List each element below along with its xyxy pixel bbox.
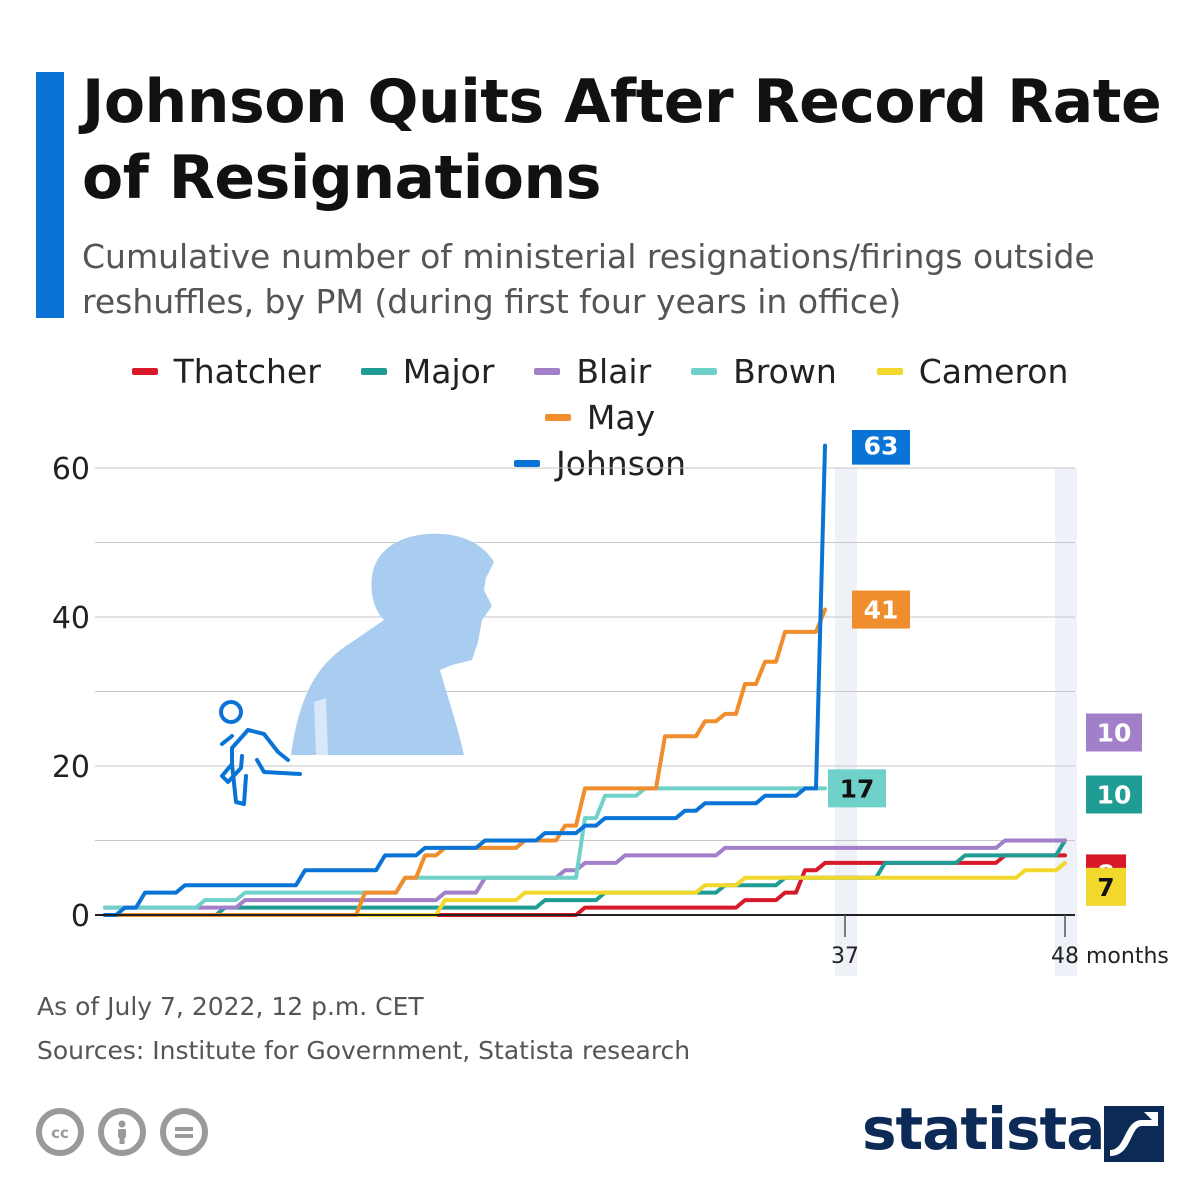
svg-text:7: 7: [1097, 873, 1114, 902]
end-label-major: 10: [1086, 775, 1142, 814]
y-tick-label-40: 40: [52, 601, 90, 636]
sources-note: Sources: Institute for Government, Stati…: [37, 1036, 691, 1065]
legend-item-johnson[interactable]: Johnson: [494, 440, 706, 486]
end-label-may: 41: [852, 590, 910, 629]
x-tick-label-48: 48 months: [1051, 944, 1169, 969]
end-label-blair: 10: [1086, 713, 1142, 752]
y-tick-label-20: 20: [52, 750, 90, 785]
svg-text:63: 63: [864, 432, 899, 461]
legend-item-cameron[interactable]: Cameron: [857, 348, 1089, 394]
series-line-may: [103, 607, 827, 917]
legend-swatch: [691, 367, 718, 375]
chart-subtitle: Cumulative number of ministerial resigna…: [82, 237, 1095, 321]
legend-item-may[interactable]: May: [525, 394, 675, 440]
accent-bar: [36, 72, 64, 318]
series-line-blair: [103, 838, 1067, 910]
legend-item-thatcher[interactable]: Thatcher: [112, 348, 341, 394]
legend-swatch: [876, 367, 903, 375]
svg-text:10: 10: [1097, 719, 1132, 748]
highlight-band-37: [835, 468, 857, 976]
legend-item-blair[interactable]: Blair: [514, 348, 671, 394]
license-icons: cc: [36, 1108, 208, 1156]
x-tick-label-37: 37: [831, 944, 859, 969]
creative-commons-icon[interactable]: cc: [36, 1108, 84, 1156]
legend: Thatcher Major Blair Brown Cameron May Johnson: [50, 348, 1150, 486]
legend-swatch: [534, 367, 561, 375]
y-tick-label-60: 60: [52, 452, 90, 487]
legend-label: Thatcher: [173, 351, 321, 391]
legend-label: Johnson: [555, 443, 687, 483]
series-line-major: [103, 838, 1067, 917]
legend-swatch: [513, 459, 540, 467]
as-of-note: As of July 7, 2022, 12 p.m. CET: [37, 992, 424, 1021]
no-derivatives-icon[interactable]: [160, 1108, 208, 1156]
statista-logo[interactable]: statista: [862, 1095, 1105, 1163]
legend-label: Brown: [733, 351, 837, 391]
svg-text:10: 10: [1097, 781, 1132, 810]
legend-item-brown[interactable]: Brown: [671, 348, 857, 394]
resignation-illustration: [219, 533, 494, 806]
svg-text:cc: cc: [51, 1124, 69, 1142]
politician-silhouette-icon: [291, 533, 494, 755]
statista-logo-mark-icon: [1104, 1106, 1164, 1162]
series-line-johnson: [103, 443, 827, 917]
y-tick-label-0: 0: [71, 899, 90, 934]
legend-label: Major: [402, 351, 495, 391]
legend-swatch: [360, 367, 387, 375]
legend-swatch: [131, 367, 158, 375]
svg-text:17: 17: [840, 774, 875, 803]
end-label-brown: 17: [828, 769, 886, 808]
chart-title: Johnson Quits After Record Rate of Resig…: [82, 67, 1162, 213]
legend-swatch: [544, 413, 571, 421]
highlight-band-48: [1055, 468, 1077, 976]
legend-label: May: [586, 397, 656, 437]
legend-label: Blair: [576, 351, 652, 391]
running-person-icon: [219, 700, 302, 806]
attribution-icon[interactable]: [98, 1108, 146, 1156]
end-label-johnson: 63: [852, 430, 910, 465]
legend-item-major[interactable]: Major: [341, 348, 515, 394]
svg-text:41: 41: [864, 596, 899, 625]
end-label-cameron: 7: [1086, 867, 1126, 906]
jacket-lapel-icon: [314, 698, 328, 755]
series-line-thatcher: [103, 853, 1067, 917]
series-line-cameron: [103, 860, 1067, 917]
legend-label: Cameron: [918, 351, 1069, 391]
